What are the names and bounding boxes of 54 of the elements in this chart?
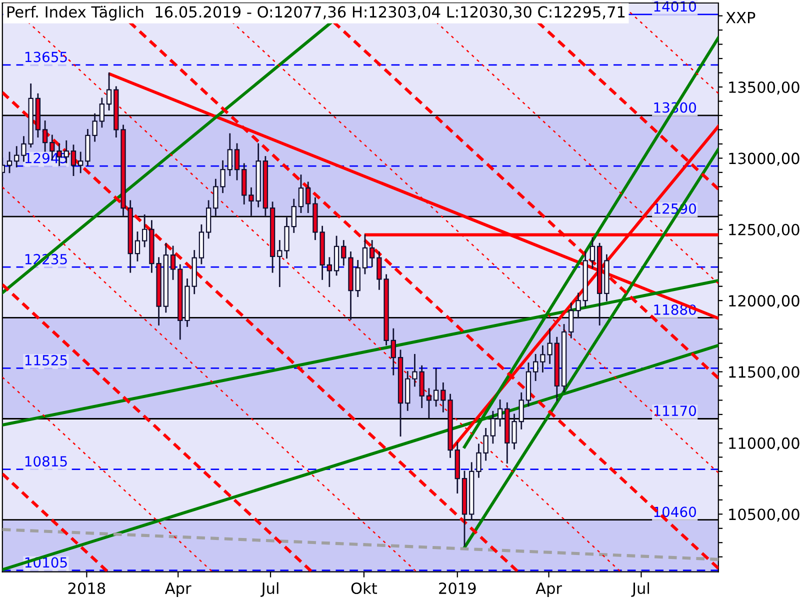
- candlestick: [170, 246, 176, 280]
- candlestick: [306, 182, 311, 213]
- y-tick-label: 13000,00: [729, 152, 800, 166]
- candlestick: [142, 214, 148, 248]
- candlestick: [106, 72, 112, 110]
- candlestick: [362, 234, 368, 274]
- candlestick: [426, 388, 432, 418]
- candlestick: [42, 120, 48, 152]
- x-tick-label: Okt: [351, 582, 378, 594]
- candlestick: [291, 198, 296, 233]
- candlestick: [369, 240, 375, 268]
- candlestick: [227, 133, 232, 176]
- candlestick: [390, 328, 396, 376]
- candlestick: [518, 392, 524, 430]
- y-tick-label: 11000,00: [729, 437, 800, 451]
- x-tick-label: 2019: [439, 582, 476, 594]
- candlestick: [341, 240, 346, 266]
- y-tick-label: 10500,00: [729, 508, 800, 522]
- candlestick: [234, 143, 240, 180]
- candlestick: [568, 302, 574, 338]
- candlestick: [497, 400, 503, 427]
- candlestick: [134, 232, 140, 262]
- candlestick: [576, 292, 581, 318]
- candlestick: [533, 354, 538, 381]
- text: XXP: [726, 12, 756, 24]
- candlestick: [433, 368, 439, 407]
- ref-line-label: 11525: [25, 355, 67, 366]
- x-tick-label: Jul: [631, 582, 649, 597]
- candlestick: [99, 98, 105, 128]
- ref-line-label: 10815: [25, 456, 67, 467]
- candlestick: [590, 237, 596, 269]
- candlestick: [355, 260, 360, 297]
- candlestick: [277, 240, 282, 288]
- ref-line-label: 10460: [654, 506, 696, 518]
- x-tick-label: Jul: [260, 582, 278, 597]
- x-tick-label: Apr: [165, 582, 192, 598]
- ref-line-label: 13655: [25, 52, 67, 62]
- candlestick: [14, 146, 20, 168]
- y-tick-label: 12000,00: [729, 295, 800, 308]
- candlestick: [412, 354, 418, 387]
- candlestick: [21, 136, 26, 162]
- candlestick: [326, 257, 332, 288]
- candlestick: [512, 414, 517, 450]
- x-tick-label: Apr: [536, 582, 562, 598]
- candlestick: [70, 144, 76, 176]
- candlestick: [6, 152, 12, 174]
- candlestick: [298, 174, 304, 213]
- y-tick-label: 11500,00: [729, 366, 800, 380]
- ref-line-label: 11170: [654, 406, 696, 416]
- x-tick-label: 2018: [68, 582, 106, 594]
- y-tick-label: 13500,00: [729, 81, 800, 95]
- candlestick: [490, 410, 496, 444]
- candlestick: [78, 152, 84, 174]
- y-tick-label: 12500,00: [729, 224, 800, 237]
